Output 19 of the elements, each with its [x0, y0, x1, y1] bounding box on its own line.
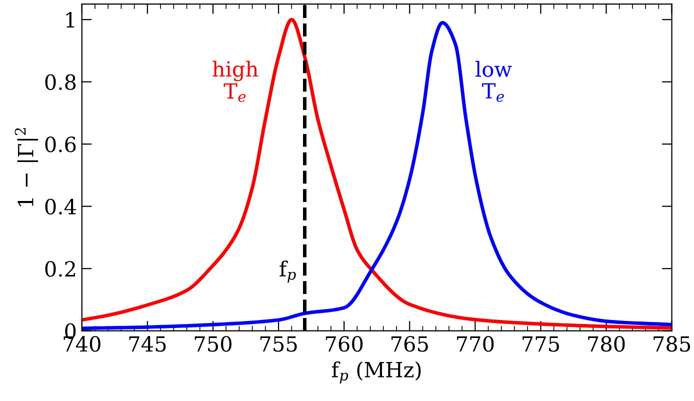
ref-line-label: f$_{p}$ — [280, 260, 296, 283]
x-tick-label: 770 — [457, 336, 494, 352]
x-tick-label: 745 — [129, 336, 166, 352]
x-tick-label: 750 — [194, 336, 232, 352]
x-tick-label: 785 — [654, 336, 690, 352]
x-tick-label: 760 — [326, 336, 363, 352]
y-tick-label: 0.8 — [45, 74, 76, 90]
x-tick-label: 780 — [588, 336, 625, 352]
series-label: high T$_{e}$ — [212, 60, 258, 102]
x-tick-label: 765 — [391, 336, 428, 352]
y-tick-label: 0.6 — [45, 136, 76, 152]
series-label: low T$_{e}$ — [476, 60, 512, 102]
y-tick-label: 1 — [66, 12, 74, 28]
y-tick-label: 0.4 — [45, 198, 76, 215]
y-axis-title: 1 − |Γ|$^{2}$ — [14, 128, 38, 206]
x-tick-label: 755 — [260, 336, 297, 352]
x-tick-label: 775 — [522, 336, 559, 352]
y-tick-label: 0.2 — [45, 261, 75, 277]
x-axis-title: f$_{p}$ (MHz) — [332, 361, 421, 384]
